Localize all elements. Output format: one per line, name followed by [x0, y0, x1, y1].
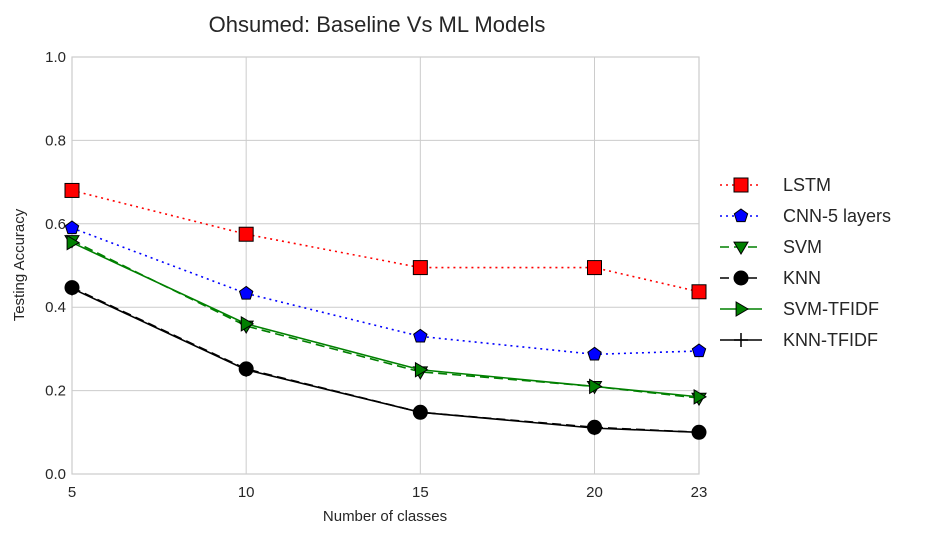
data-point [240, 316, 255, 332]
data-point [691, 284, 707, 300]
y-tick-label: 0.2 [45, 383, 66, 400]
legend-item: SVM-TFIDF [720, 299, 879, 319]
series-layer [64, 182, 707, 440]
x-tick-label: 15 [412, 484, 429, 501]
legend-label: CNN-5 layers [783, 206, 891, 226]
plot-frame [71, 56, 700, 475]
data-point [413, 405, 428, 420]
data-point [693, 388, 707, 405]
data-point [64, 182, 80, 198]
data-point [587, 346, 602, 361]
legend-item: KNN-TFIDF [720, 330, 878, 350]
legend-marker [733, 208, 749, 223]
legend-label: KNN-TFIDF [783, 330, 878, 350]
y-tick-label: 0.4 [45, 299, 66, 316]
legend-label: KNN [783, 268, 821, 288]
data-point [412, 260, 428, 276]
data-point [587, 421, 602, 436]
legend-marker [735, 301, 749, 317]
legend: LSTM CNN-5 layers SVM KNN SVM-TFIDF KNN-TFIDF [720, 175, 891, 350]
data-point [238, 226, 254, 242]
tick-labels: 5 10 15 20 23 0.0 0.2 0.4 0.6 0.8 1.0 [45, 49, 707, 501]
chart-title: Ohsumed: Baseline Vs ML Models [209, 12, 546, 37]
x-tick-label: 5 [68, 484, 76, 501]
series-svm-tfidf [66, 234, 707, 405]
series-lstm [64, 182, 707, 300]
data-point [692, 425, 706, 440]
legend-label: SVM [783, 237, 822, 257]
series-line [71, 241, 700, 398]
series-line [71, 189, 700, 293]
data-point [413, 328, 428, 343]
x-axis-title: Number of classes [323, 508, 447, 525]
legend-label: SVM-TFIDF [783, 299, 879, 319]
legend-marker [733, 241, 749, 255]
series-line [71, 227, 700, 356]
legend-marker [733, 270, 749, 286]
data-point [239, 362, 254, 377]
legend-marker [733, 177, 749, 193]
data-point [64, 220, 80, 235]
data-point [691, 343, 707, 358]
y-tick-label: 1.0 [45, 49, 66, 66]
data-point [589, 378, 603, 395]
data-point [65, 281, 79, 296]
y-tick-label: 0.0 [45, 466, 66, 483]
y-tick-label: 0.6 [45, 216, 66, 233]
series-line [71, 239, 700, 399]
legend-marker [734, 333, 748, 347]
series-knn-tfidf [65, 281, 706, 440]
legend-item: LSTM [720, 175, 831, 195]
data-point [238, 285, 254, 300]
x-tick-label: 10 [238, 484, 255, 501]
legend-label: LSTM [783, 175, 831, 195]
x-tick-label: 23 [691, 484, 708, 501]
data-point [66, 234, 80, 251]
y-tick-label: 0.8 [45, 132, 66, 149]
legend-item: KNN [720, 268, 821, 288]
legend-item: CNN-5 layers [720, 206, 891, 226]
y-axis-title: Testing Accuracy [11, 208, 28, 321]
x-tick-label: 20 [586, 484, 603, 501]
data-point [587, 260, 602, 276]
data-point [414, 361, 429, 378]
grid [71, 56, 700, 475]
series-cnn-5-layers [64, 220, 707, 361]
series-svm [64, 235, 707, 407]
legend-item: SVM [720, 237, 822, 257]
